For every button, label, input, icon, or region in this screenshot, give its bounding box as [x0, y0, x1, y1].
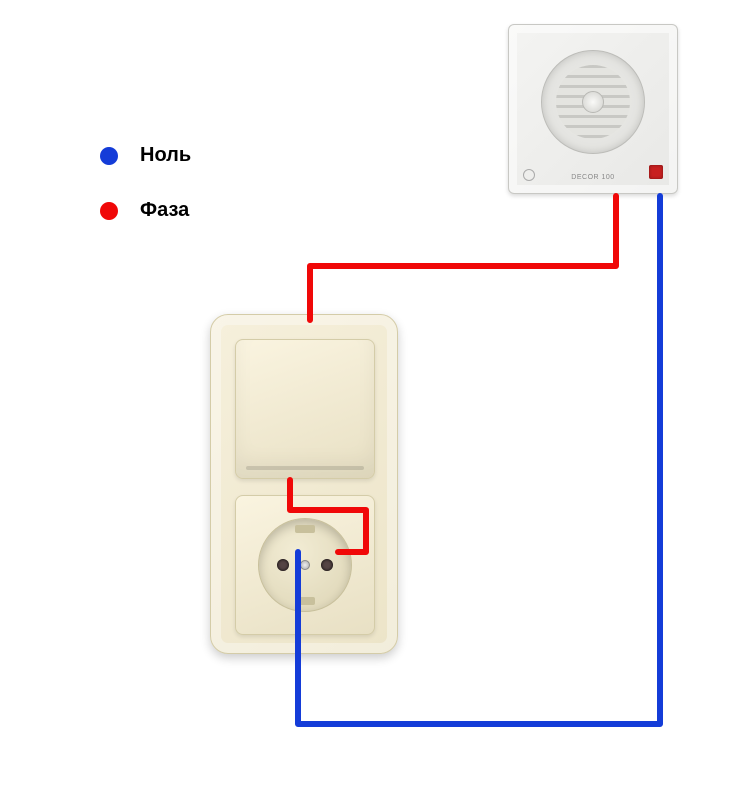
- phase-wire-socket-to-switch: [290, 480, 366, 552]
- phase-wire-switch-to-fan: [310, 196, 616, 320]
- fan-hub: [582, 91, 604, 113]
- diagram-canvas: Ноль Фаза DECOR 100: [0, 0, 748, 800]
- neutral-wire: [298, 196, 660, 724]
- wiring-svg: [0, 0, 748, 800]
